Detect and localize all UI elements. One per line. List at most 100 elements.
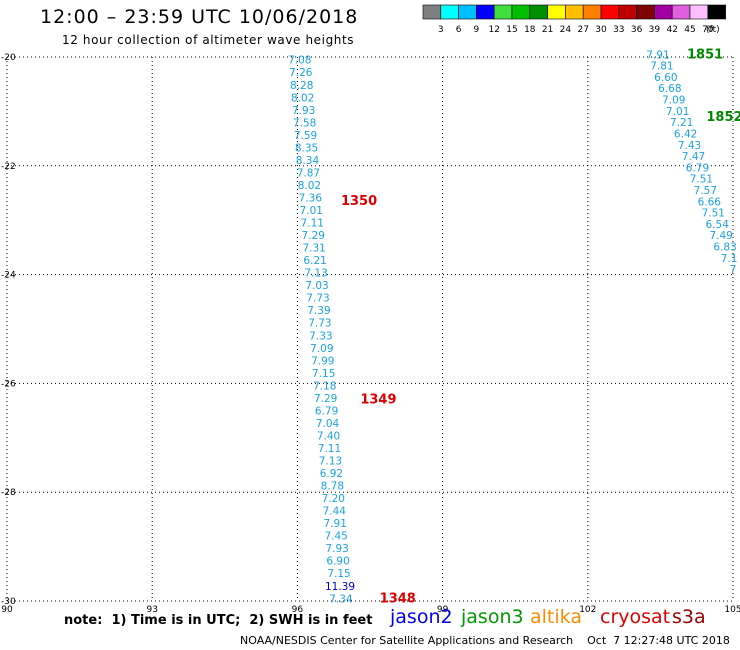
wave-height-label: 7.44 — [323, 506, 347, 518]
wave-height-label: 7.58 — [293, 117, 316, 129]
wave-height-label: 7.34 — [329, 593, 353, 605]
wave-height-label: 7.11 — [318, 443, 341, 455]
colorbar-label: 6 — [456, 25, 462, 35]
wave-height-label: 7.33 — [309, 330, 332, 342]
data-marks: 7.087.268.288.027.937.587.598.358.347.87… — [288, 47, 740, 606]
wave-height-label: 6.68 — [658, 83, 681, 95]
y-tick-label: -24 — [1, 271, 16, 281]
wave-height-label: 7.09 — [662, 95, 685, 107]
wave-height-label: 7.93 — [292, 105, 315, 117]
wave-height-label: 7.39 — [307, 305, 330, 317]
colorbar-swatch — [547, 4, 566, 20]
wave-height-label: 7.01 — [300, 205, 323, 217]
wave-height-label: 7.73 — [308, 318, 331, 330]
wave-height-label: 6.90 — [326, 556, 349, 568]
y-tick-label: -20 — [1, 53, 16, 63]
legend-altika: altika — [530, 606, 582, 628]
wave-height-label: 7.01 — [666, 106, 689, 118]
colorbar-swatch — [511, 4, 531, 20]
colorbar-swatch — [422, 4, 442, 20]
x-tick-label: 99 — [437, 605, 449, 615]
colorbar-label: 39 — [649, 25, 661, 35]
colorbar-swatch — [707, 4, 726, 20]
wave-height-label: 7.31 — [302, 243, 325, 255]
wave-height-label: 7 — [730, 264, 737, 276]
x-tick-label: 105 — [724, 605, 740, 615]
wave-height-label: 7.57 — [694, 185, 717, 197]
wave-height-label: 6.21 — [303, 255, 326, 267]
wave-height-label: 6.83 — [713, 242, 736, 254]
wave-height-label: 7.49 — [709, 230, 732, 242]
colorbar-label: 9 — [474, 25, 480, 35]
legend-jason2: jason2 — [390, 606, 453, 628]
wave-height-label: 7.36 — [299, 192, 323, 204]
axes: 90 93 96 99 102 105 -20 -22 -24 -26 -28 -30 — [1, 53, 740, 615]
wave-height-label: 7.26 — [289, 67, 313, 79]
legend-cryosat: cryosat — [600, 606, 671, 628]
colorbar-label: 30 — [595, 25, 607, 35]
wave-height-label: 6.54 — [706, 219, 730, 231]
colorbar-label: 21 — [542, 25, 553, 35]
wave-height-label: 7.04 — [316, 418, 340, 430]
pass-number-label: 1349 — [360, 393, 396, 408]
x-tick-label: 102 — [579, 605, 596, 615]
colorbar-swatch — [440, 4, 459, 20]
wave-height-label: 7.45 — [324, 531, 347, 543]
colorbar-swatch — [565, 4, 584, 20]
wave-height-label: 7.59 — [294, 130, 317, 142]
wave-height-label: 7.13 — [304, 268, 327, 280]
wave-height-label: 6.66 — [698, 196, 722, 208]
colorbar-label: 70 — [702, 25, 714, 35]
wave-height-label: 7.47 — [682, 151, 705, 163]
wave-height-label: 8.34 — [296, 155, 320, 167]
colorbar-swatch — [671, 4, 691, 20]
y-tick-label: -30 — [1, 597, 16, 607]
wave-height-label: 7.29 — [302, 230, 325, 242]
colorbar-swatch — [582, 4, 602, 20]
wave-height-label: 7.13 — [319, 456, 342, 468]
wave-height-label: 8.28 — [290, 80, 313, 92]
wave-height-label: 7.03 — [305, 280, 328, 292]
x-tick-label: 96 — [292, 605, 304, 615]
colorbar-label: 15 — [506, 25, 517, 35]
wave-height-label: 7.15 — [327, 568, 350, 580]
pass-number-label: 1851 — [687, 47, 723, 62]
x-tick-label: 93 — [146, 605, 157, 615]
colorbar-swatch — [600, 4, 620, 20]
pass-number-label: 1852 — [706, 110, 740, 125]
colorbar-label: 24 — [560, 25, 572, 35]
wave-height-label: 7.29 — [314, 393, 337, 405]
wave-height-label: 6.42 — [674, 128, 697, 140]
colorbar-label: 18 — [524, 25, 536, 35]
colorbar-label: 27 — [577, 25, 588, 35]
wave-height-label: 7.51 — [690, 174, 713, 186]
colorbar-swatch — [654, 4, 673, 20]
footer-credit: NOAA/NESDIS Center for Satellite Applica… — [240, 634, 730, 647]
x-tick-label: 90 — [1, 605, 13, 615]
colorbar-swatch — [458, 4, 477, 20]
wave-height-label: 7.08 — [288, 55, 311, 67]
wave-height-label: 7.43 — [678, 140, 701, 152]
colorbar-label: 33 — [613, 25, 624, 35]
colorbar-label: 36 — [631, 25, 643, 35]
wave-height-label: 7.40 — [317, 430, 340, 442]
wave-height-label: 6.79 — [686, 162, 709, 174]
wave-height-label: 6.92 — [320, 468, 343, 480]
y-tick-label: -22 — [1, 162, 16, 172]
wave-height-label: 7.51 — [702, 208, 725, 220]
colorbar-swatch — [529, 4, 548, 20]
wave-height-label: 7.21 — [670, 117, 693, 129]
wave-height-label: 7.99 — [311, 355, 334, 367]
legend-s3a: s3a — [672, 606, 706, 628]
wave-height-label: 8.02 — [291, 92, 314, 104]
wave-height-label: 7.09 — [310, 343, 333, 355]
wave-height-label: 11.39 — [325, 581, 355, 593]
wave-height-label: 7.91 — [324, 518, 347, 530]
colorbar-label: 45 — [684, 25, 695, 35]
wave-height-label: 6.79 — [315, 405, 338, 417]
legend-jason3: jason3 — [461, 606, 524, 628]
wave-height-label: 7.11 — [301, 218, 324, 230]
wave-height-label: 8.35 — [295, 142, 318, 154]
wave-height-label: 8.78 — [321, 481, 344, 493]
